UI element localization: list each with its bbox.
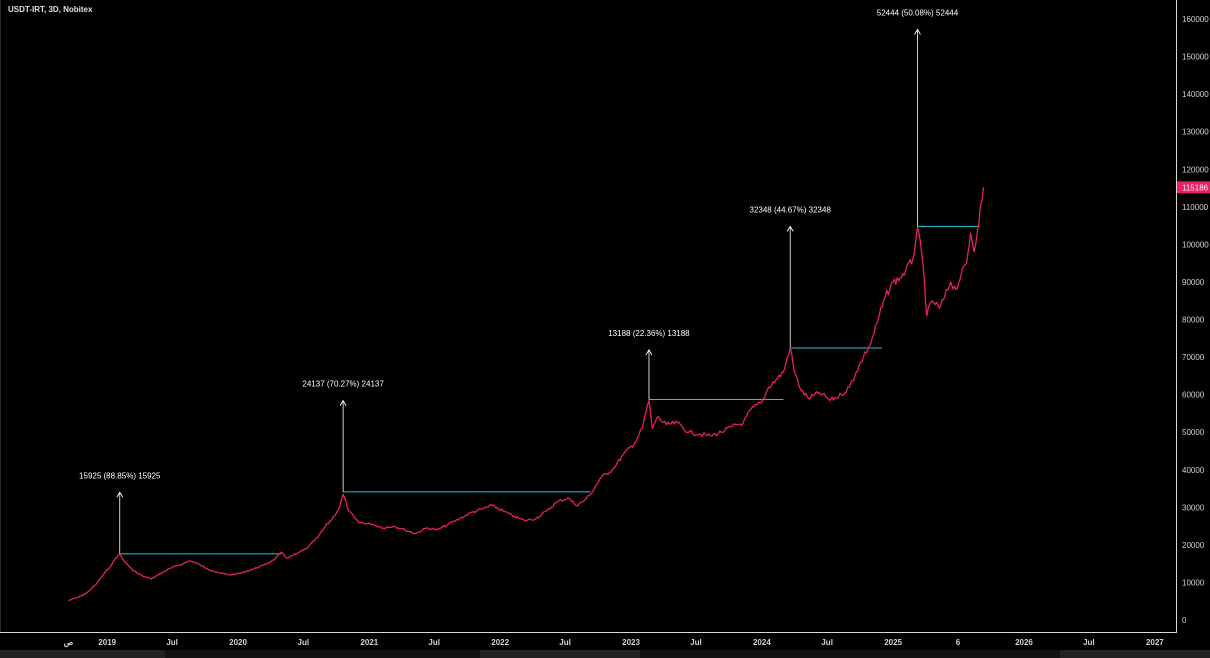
measure-label: 15925 (88.85%) 15925 — [79, 471, 161, 480]
measure-arrow-head — [339, 399, 347, 406]
x-tick-label: 2021 — [360, 638, 378, 647]
x-tick-label: 2025 — [884, 638, 902, 647]
measure-arrow-head — [914, 28, 921, 35]
y-tick-label: 0 — [1182, 616, 1187, 625]
x-tick-label: 2026 — [1015, 638, 1033, 647]
y-tick-label: 10000 — [1182, 578, 1205, 587]
measure-label: 52444 (50.08%) 52444 — [877, 9, 959, 18]
measure-arrow-head — [645, 349, 653, 356]
y-tick-label: 120000 — [1182, 165, 1209, 174]
chart-title: USDT-IRT, 3D, Nobitex — [8, 5, 93, 14]
y-tick-label: 60000 — [1182, 391, 1205, 400]
x-tick-label: Jul — [166, 638, 178, 647]
x-tick-label: ص — [64, 638, 74, 648]
y-tick-label: 100000 — [1182, 240, 1209, 249]
y-tick-label: 80000 — [1182, 316, 1205, 325]
y-tick-label: 30000 — [1182, 503, 1205, 512]
current-price-badge — [1177, 181, 1210, 194]
y-tick-label: 90000 — [1182, 278, 1205, 287]
measure-label: 13188 (22.36%) 13188 — [608, 329, 690, 338]
bottom-segment — [1060, 650, 1210, 658]
y-tick-label: 20000 — [1182, 541, 1205, 550]
bottom-segment — [480, 650, 640, 658]
x-tick-label: 2022 — [491, 638, 509, 647]
y-tick-label: 150000 — [1182, 53, 1209, 62]
y-tick-label: 70000 — [1182, 353, 1205, 362]
measure-arrow-head — [116, 491, 124, 498]
x-tick-label: Jul — [1083, 638, 1095, 647]
x-tick-label: Jul — [298, 638, 310, 647]
current-price-label: 115186 — [1182, 183, 1209, 192]
x-tick-label: Jul — [428, 638, 440, 647]
x-tick-label: 2020 — [229, 638, 247, 647]
bottom-segment — [0, 650, 165, 658]
x-tick-label: 6 — [956, 638, 961, 647]
y-tick-label: 50000 — [1182, 428, 1205, 437]
measure-arrow-head — [786, 225, 794, 232]
y-tick-label: 110000 — [1182, 203, 1209, 212]
y-tick-label: 160000 — [1182, 15, 1209, 24]
price-axis-line — [1176, 0, 1177, 632]
x-tick-label: 2019 — [98, 638, 116, 647]
measure-label: 32348 (44.67%) 32348 — [750, 205, 832, 214]
x-tick-label: 2023 — [622, 638, 640, 647]
y-tick-label: 140000 — [1182, 90, 1209, 99]
x-tick-label: 2024 — [753, 638, 771, 647]
time-axis-line — [0, 632, 1177, 633]
y-tick-label: 130000 — [1182, 128, 1209, 137]
chart-pane[interactable] — [0, 0, 1176, 632]
x-tick-label: Jul — [559, 638, 571, 647]
bottom-toolbar — [0, 650, 1210, 658]
y-tick-label: 40000 — [1182, 466, 1205, 475]
price-series-line — [68, 187, 985, 602]
measure-label: 24137 (70.27%) 24137 — [302, 380, 384, 389]
x-tick-label: Jul — [690, 638, 702, 647]
x-tick-label: 2027 — [1146, 638, 1164, 647]
x-tick-label: Jul — [821, 638, 833, 647]
